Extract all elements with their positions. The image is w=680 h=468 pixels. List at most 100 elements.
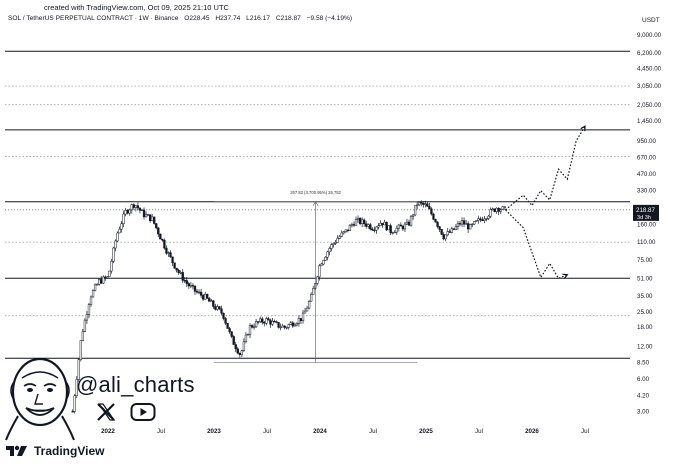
candle-body (250, 325, 254, 328)
candle-body (344, 229, 347, 232)
candle-body (232, 336, 235, 345)
candle-body (104, 276, 107, 279)
candle-body (155, 223, 158, 229)
price-tag-value: 218.87 (636, 207, 655, 214)
candle-body (279, 326, 282, 329)
candle-body (199, 291, 203, 296)
candle-body (342, 231, 345, 234)
candle-body (456, 223, 460, 227)
candle-body (483, 218, 486, 221)
candle-body (316, 276, 319, 284)
candle-body (287, 324, 290, 328)
candle-body (87, 304, 91, 315)
candle-body (246, 334, 250, 336)
measure-label: 267.82 (3,700.95%) 26,782 (290, 190, 341, 195)
ohlc-open: O228.45 (184, 15, 210, 22)
youtube-icon[interactable] (130, 402, 156, 422)
candle-body (399, 224, 403, 227)
price-unit: USDT (642, 17, 660, 24)
created-caption: created with TradingView.com, Oct 09, 20… (44, 3, 229, 12)
candle-body (440, 229, 443, 235)
candle-body (405, 221, 409, 225)
x-logo-icon[interactable] (96, 402, 116, 422)
x-tick-label: Jul (263, 428, 271, 435)
x-tick-label: Jul (475, 428, 483, 435)
candle-body (481, 219, 484, 221)
candle-body (436, 221, 439, 227)
x-tick-label: 2025 (419, 428, 433, 435)
candle-body (259, 318, 262, 322)
brand-name: TradingView (34, 444, 105, 458)
candle-body (134, 205, 138, 208)
social-links (96, 402, 156, 422)
candle-body (336, 238, 339, 243)
tradingview-brand[interactable]: TradingView (6, 444, 104, 458)
candle-body (320, 263, 323, 267)
candles (71, 200, 506, 414)
candle-body (81, 331, 85, 341)
measure-arrow (312, 201, 319, 206)
candle-body (442, 234, 445, 240)
candle-body (124, 209, 127, 215)
candle-body (224, 318, 227, 324)
candle-body (89, 296, 93, 305)
candle-body (448, 231, 451, 233)
y-tick-label: 6.00 (637, 376, 650, 383)
candle-body (238, 352, 241, 355)
candle-body (312, 288, 315, 295)
candle-body (283, 325, 286, 328)
candle-body (77, 359, 80, 380)
candle-body (358, 218, 362, 224)
candle-body (267, 318, 270, 321)
candle-body (126, 209, 129, 214)
candle-body (218, 306, 221, 310)
candle-body (201, 295, 205, 300)
candle-body (79, 340, 82, 360)
candle-body (330, 244, 333, 249)
candle-body (446, 231, 449, 236)
candle-body (348, 225, 352, 231)
candle-body (430, 208, 433, 215)
candle-body (171, 256, 174, 263)
x-tick-label: 2023 (207, 428, 221, 435)
candle-body (210, 300, 213, 302)
candle-body (479, 218, 482, 220)
candle-body (454, 226, 458, 230)
candle-body (204, 293, 207, 300)
candle-body (407, 221, 411, 226)
candle-body (328, 248, 331, 253)
y-tick-label: 950.00 (637, 138, 656, 145)
candle-body (401, 225, 405, 230)
symbol-title[interactable]: SOL / TetherUS PERPETUAL CONTRACT · 1W ·… (8, 15, 179, 22)
y-tick-label: 25.00 (637, 309, 653, 316)
candle-body (175, 267, 178, 271)
candle-body (464, 223, 468, 225)
x-tick-label: Jul (581, 428, 589, 435)
candle-body (214, 306, 217, 310)
candle-body (466, 223, 470, 230)
candle-body (163, 239, 166, 249)
y-tick-label: 35.00 (637, 293, 653, 300)
candle-body (369, 224, 372, 230)
candle-body (371, 228, 374, 231)
candle-body (501, 206, 504, 210)
candle-body (102, 276, 105, 284)
candle-body (177, 269, 180, 273)
candle-body (193, 285, 197, 292)
candle-body (346, 229, 350, 231)
candle-body (420, 202, 423, 204)
candle-body (222, 312, 225, 319)
candle-body (191, 285, 195, 287)
candle-body (263, 322, 266, 324)
author-handle: @ali_charts (76, 372, 195, 397)
y-tick-label: 51.00 (637, 275, 653, 282)
candle-body (489, 209, 492, 217)
y-tick-label: 160.00 (637, 222, 656, 229)
candle-body (491, 208, 494, 210)
candle-body (122, 213, 125, 224)
candle-body (434, 219, 437, 223)
projection-bearish (505, 209, 568, 280)
candle-body (148, 214, 152, 221)
candle-body (248, 325, 252, 335)
